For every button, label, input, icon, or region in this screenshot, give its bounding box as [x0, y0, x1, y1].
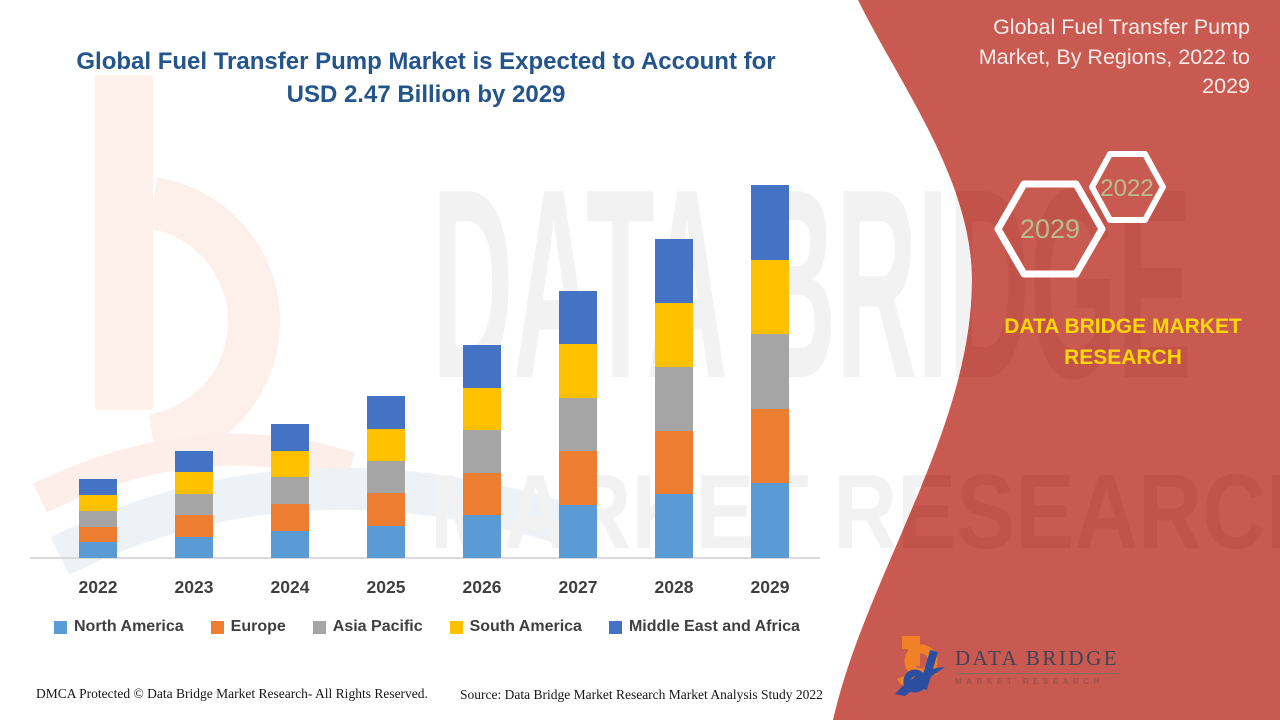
bar-segment-2022-europe: [79, 526, 117, 543]
bar-segment-2023-south-america: [175, 472, 213, 494]
sidebar-brand-line2: RESEARCH: [1064, 346, 1182, 369]
x-axis-label-2024: 2024: [270, 577, 310, 597]
bar-2023: [175, 450, 213, 558]
chart-title-line1: Global Fuel Transfer Pump Market is Expe…: [76, 48, 776, 75]
bar-segment-2022-south-america: [79, 495, 117, 511]
legend-item-south-america: South America: [449, 618, 582, 636]
chart-legend: North America Europe Asia Pacific South Ame…: [54, 618, 800, 636]
bar-segment-2026-asia-pacific: [463, 430, 501, 473]
bar-segment-2022-asia-pacific: [79, 510, 117, 527]
legend-swatch-icon: [210, 620, 224, 634]
bar-segment-2024-asia-pacific: [271, 477, 309, 505]
bar-segment-2025-north-america: [367, 525, 405, 558]
bar-2029: [751, 185, 789, 558]
hexagon-badge-2022: 2022: [1089, 151, 1166, 223]
bar-segment-2027-middle-east-and-africa: [559, 290, 597, 345]
legend-label: South America: [469, 618, 582, 635]
source-note: Source: Data Bridge Market Research Mark…: [460, 687, 823, 702]
legend-item-north-america: North America: [54, 618, 184, 636]
bar-segment-2028-europe: [655, 430, 693, 495]
bar-2026: [463, 345, 501, 558]
bar-segment-2022-north-america: [79, 542, 117, 558]
bar-segment-2029-europe: [751, 408, 789, 484]
x-axis-label-2027: 2027: [558, 577, 598, 597]
legend-label: North America: [74, 618, 184, 635]
x-axis-label-2025: 2025: [366, 577, 406, 597]
bar-segment-2026-middle-east-and-africa: [463, 345, 501, 388]
company-logo-text: DATA BRIDGE MARKET RESEARCH: [955, 646, 1120, 686]
hexagon-2022-outline: [1089, 151, 1166, 223]
bar-segment-2026-south-america: [463, 387, 501, 431]
bar-segment-2029-asia-pacific: [751, 334, 789, 409]
x-axis-label-2029: 2029: [750, 577, 790, 597]
legend-swatch-icon: [54, 620, 67, 634]
sidebar-brand-text: DATA BRIDGE MARKET RESEARCH: [995, 311, 1251, 373]
company-logo-subtitle: MARKET RESEARCH: [955, 677, 1104, 686]
x-axis-label-2023: 2023: [174, 577, 214, 597]
chart-title-line2: USD 2.47 Billion by 2029: [286, 81, 566, 108]
legend-swatch-icon: [449, 620, 463, 634]
chart-title: Global Fuel Transfer Pump Market is Expe…: [70, 45, 782, 111]
bar-segment-2027-south-america: [559, 344, 597, 398]
bar-segment-2029-south-america: [751, 259, 789, 335]
bar-segment-2024-middle-east-and-africa: [271, 423, 309, 451]
company-logo-icon: [895, 636, 945, 696]
bar-2027: [559, 290, 597, 558]
hexagon-2029-label: 2029: [1020, 214, 1080, 244]
legend-swatch-icon: [312, 620, 326, 634]
sidebar-heading: Global Fuel Transfer Pump Market, By Reg…: [978, 15, 1250, 98]
bar-segment-2029-north-america: [751, 483, 789, 558]
company-logo-name: DATA BRIDGE: [955, 646, 1120, 670]
x-axis-label-2022: 2022: [78, 577, 118, 597]
legend-label: Europe: [230, 618, 286, 635]
stacked-bar-chart: 2022 2023 2024 2025 2026 2027 2028 2029: [30, 185, 820, 597]
bar-2024: [271, 423, 309, 558]
hexagon-2029-outline: [994, 180, 1106, 278]
bar-segment-2027-europe: [559, 451, 597, 505]
bar-segment-2027-asia-pacific: [559, 397, 597, 452]
hexagon-2022-label: 2022: [1100, 175, 1153, 202]
dmca-notice: DMCA Protected © Data Bridge Market Rese…: [36, 686, 428, 701]
bar-2028: [655, 239, 693, 558]
bar-segment-2025-middle-east-and-africa: [367, 396, 405, 429]
bar-segment-2027-north-america: [559, 504, 597, 558]
bar-2022: [79, 479, 117, 558]
bar-segment-2028-south-america: [655, 303, 693, 367]
x-axis-label-2028: 2028: [654, 577, 694, 597]
bar-segment-2025-europe: [367, 493, 405, 526]
legend-swatch-icon: [608, 620, 622, 634]
bar-segment-2023-asia-pacific: [175, 493, 213, 516]
company-logo-rule: [955, 673, 1120, 674]
bar-segment-2023-north-america: [175, 536, 213, 558]
bar-segment-2025-south-america: [367, 428, 405, 462]
sidebar-background-shape: [833, 0, 1280, 720]
company-logo: DATA BRIDGE MARKET RESEARCH: [893, 634, 1120, 698]
bar-segment-2026-north-america: [463, 515, 501, 558]
bar-segment-2028-north-america: [655, 494, 693, 558]
bar-segment-2025-asia-pacific: [367, 461, 405, 494]
x-axis-line: [30, 557, 820, 559]
x-axis-label-2026: 2026: [462, 577, 502, 597]
bar-segment-2023-europe: [175, 515, 213, 537]
bar-segment-2024-north-america: [271, 531, 309, 558]
bar-segment-2022-middle-east-and-africa: [79, 479, 117, 496]
legend-item-middle-east-and-africa: Middle East and Africa: [608, 618, 800, 636]
bar-segment-2028-middle-east-and-africa: [655, 239, 693, 304]
bar-segment-2024-europe: [271, 504, 309, 532]
legend-item-asia-pacific: Asia Pacific: [312, 618, 423, 636]
bar-segment-2029-middle-east-and-africa: [751, 185, 789, 260]
bar-segment-2023-middle-east-and-africa: [175, 450, 213, 473]
legend-label: Asia Pacific: [332, 618, 423, 635]
bar-segment-2028-asia-pacific: [655, 366, 693, 431]
legend-label: Middle East and Africa: [628, 618, 800, 635]
bar-2025: [367, 396, 405, 558]
legend-item-europe: Europe: [210, 618, 286, 636]
hexagon-badge-2029: 2029: [994, 180, 1106, 278]
bar-segment-2024-south-america: [271, 450, 309, 478]
bar-segment-2026-europe: [463, 472, 501, 516]
sidebar-brand-line1: DATA BRIDGE MARKET: [1004, 315, 1242, 338]
